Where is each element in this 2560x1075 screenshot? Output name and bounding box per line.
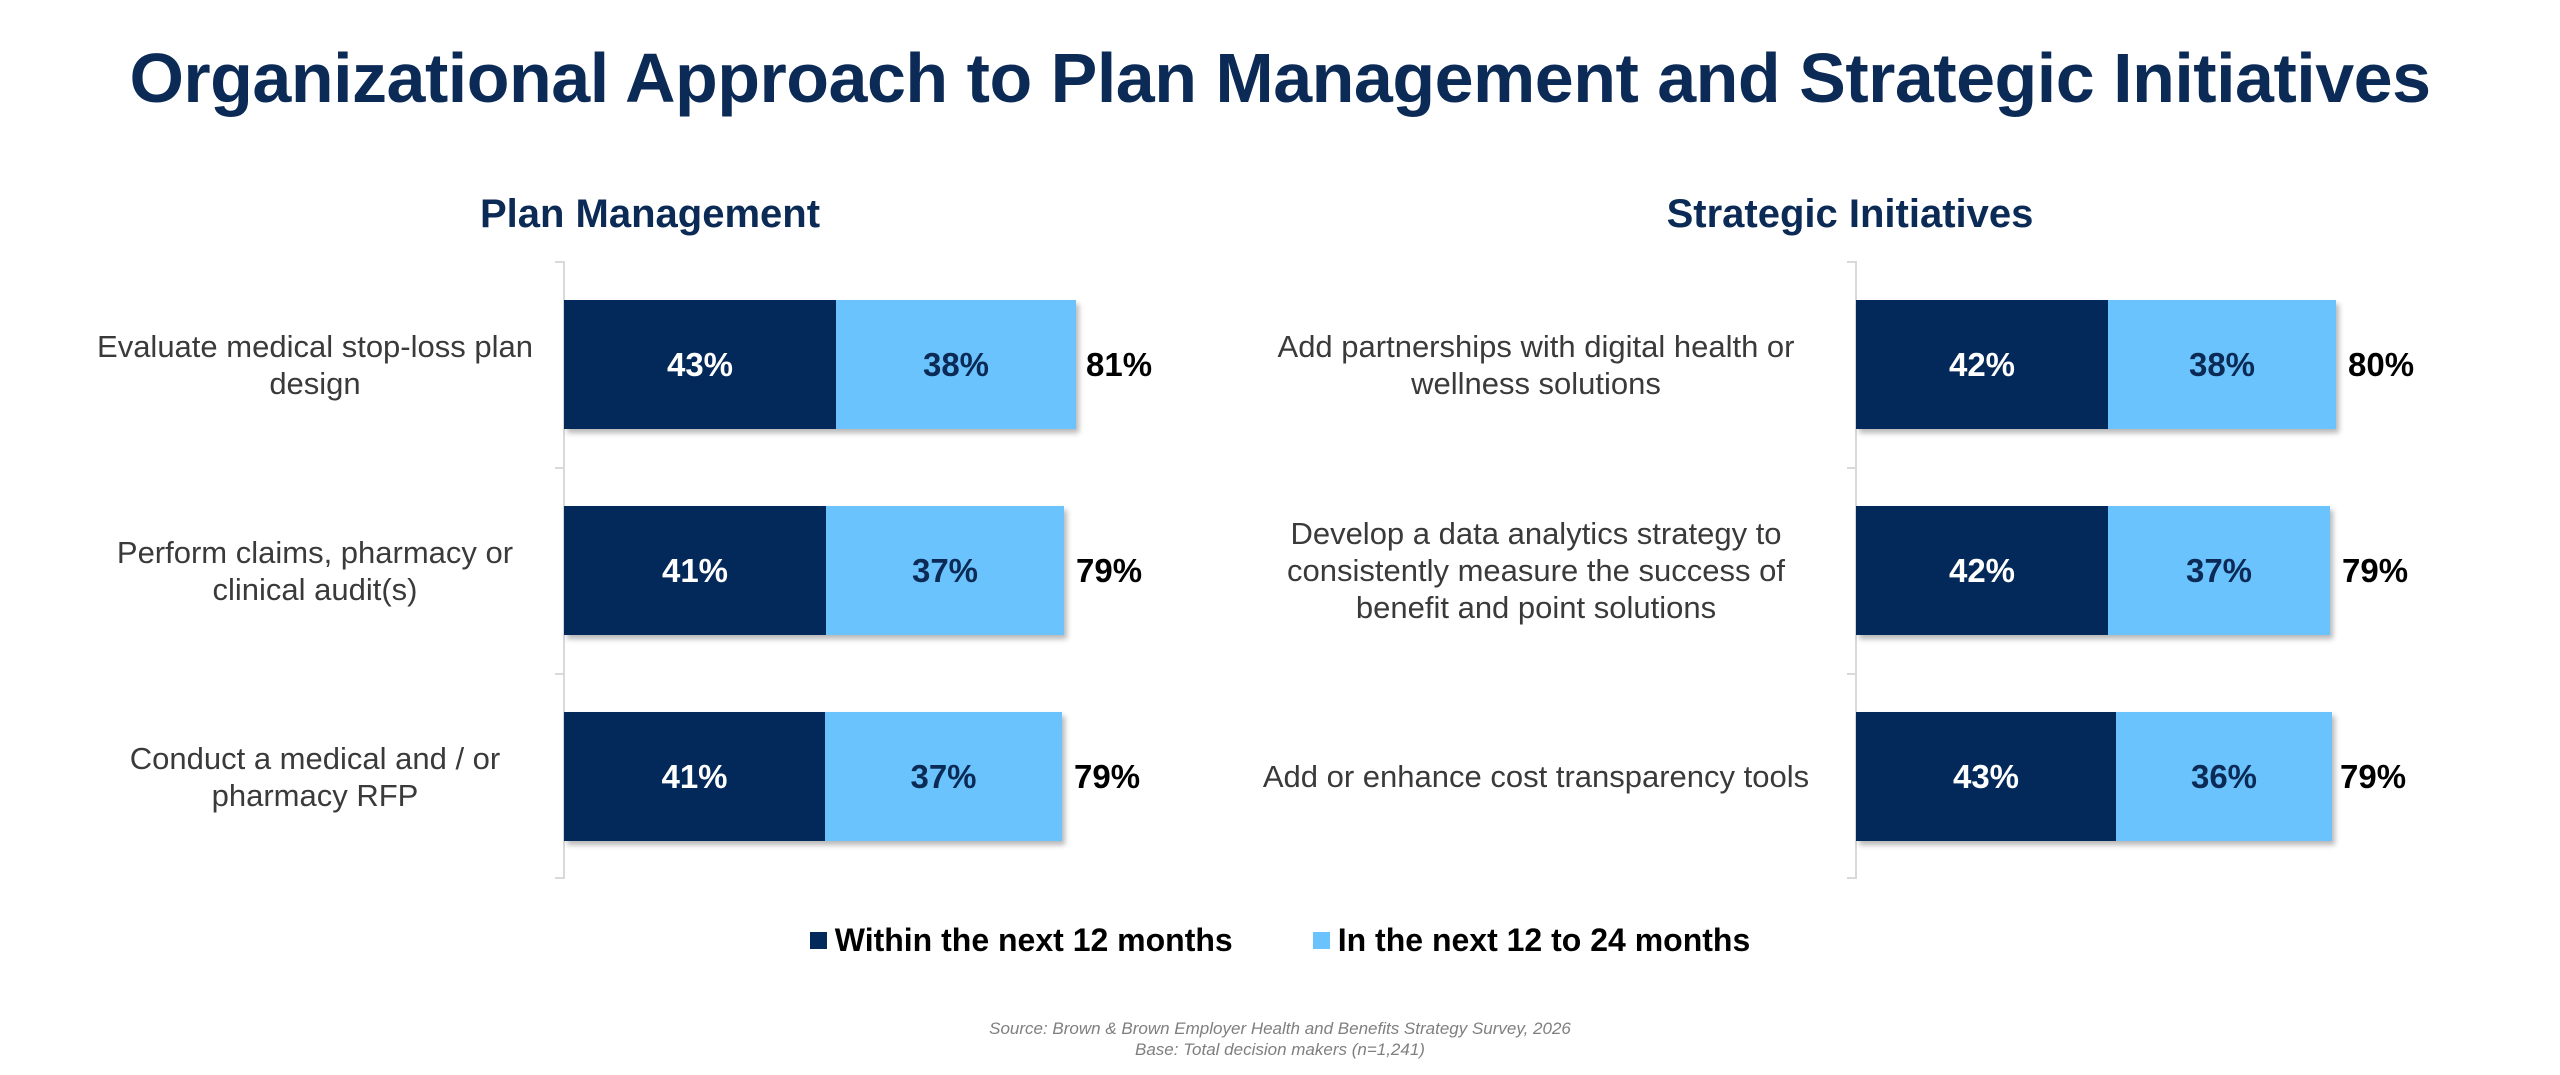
bar-segment-within-12: 42% bbox=[1856, 300, 2108, 429]
page-title: Organizational Approach to Plan Manageme… bbox=[129, 39, 2431, 117]
bar-segment-12-to-24: 37% bbox=[825, 712, 1062, 841]
bar-segment-within-12: 41% bbox=[564, 712, 825, 841]
legend-item-within-12: Within the next 12 months bbox=[809, 922, 1233, 959]
bar-segment-12-to-24: 37% bbox=[826, 506, 1064, 635]
bar-total: 80% bbox=[2348, 345, 2415, 383]
row-label: Evaluate medical stop-loss plan design bbox=[97, 328, 533, 401]
legend: Within the next 12 months In the next 12… bbox=[0, 922, 2560, 959]
axis-tick bbox=[555, 673, 565, 675]
source-line: Source: Brown & Brown Employer Health an… bbox=[989, 1019, 1571, 1038]
legend-swatch-dark-icon bbox=[809, 932, 827, 949]
row-label: Perform claims, pharmacy or clinical aud… bbox=[116, 534, 514, 607]
stacked-bar: 43% 36% bbox=[1856, 712, 2332, 841]
axis-tick bbox=[555, 467, 565, 469]
stacked-bar: 43% 38% bbox=[564, 300, 1076, 429]
stacked-bar: 41% 37% bbox=[564, 506, 1064, 635]
bar-segment-within-12: 42% bbox=[1856, 506, 2108, 635]
row-label: Develop a data analytics strategy to con… bbox=[1236, 506, 1836, 635]
bar-total: 81% bbox=[1086, 345, 1153, 383]
axis-tick bbox=[1847, 877, 1857, 879]
bar-segment-12-to-24: 37% bbox=[2108, 506, 2330, 635]
base-line: Base: Total decision makers (n=1,241) bbox=[1135, 1040, 1425, 1059]
bar-total: 79% bbox=[1074, 757, 1141, 795]
stacked-bar: 42% 38% bbox=[1856, 300, 2336, 429]
row-label: Add or enhance cost transparency tools bbox=[1236, 712, 1836, 841]
axis-tick bbox=[1847, 261, 1857, 263]
row-label: Add partnerships with digital health or … bbox=[1236, 300, 1836, 429]
axis-tick bbox=[555, 261, 565, 263]
legend-label: Within the next 12 months bbox=[834, 922, 1233, 958]
chart-title-plan-management: Plan Management bbox=[479, 192, 821, 236]
legend-swatch-light-icon bbox=[1312, 932, 1330, 949]
bar-total: 79% bbox=[2340, 757, 2407, 795]
bar-segment-within-12: 43% bbox=[564, 300, 836, 429]
bar-segment-12-to-24: 38% bbox=[2108, 300, 2336, 429]
stacked-bar: 41% 37% bbox=[564, 712, 1062, 841]
bar-total: 79% bbox=[1076, 551, 1143, 589]
bar-segment-12-to-24: 38% bbox=[836, 300, 1076, 429]
bar-total: 79% bbox=[2342, 551, 2409, 589]
legend-item-12-to-24: In the next 12 to 24 months bbox=[1312, 922, 1751, 959]
row-label: Conduct a medical and / or pharmacy RFP bbox=[129, 740, 501, 813]
chart-title-strategic-initiatives: Strategic Initiatives bbox=[1666, 192, 2034, 236]
axis-tick bbox=[1847, 673, 1857, 675]
bar-segment-within-12: 43% bbox=[1856, 712, 2116, 841]
axis-tick bbox=[555, 877, 565, 879]
bar-segment-12-to-24: 36% bbox=[2116, 712, 2332, 841]
row-label-text: Add or enhance cost transparency tools bbox=[1262, 759, 1810, 794]
row-label-text: Develop a data analytics strategy to con… bbox=[1287, 516, 1785, 625]
bar-segment-within-12: 41% bbox=[564, 506, 826, 635]
stacked-bar: 42% 37% bbox=[1856, 506, 2330, 635]
legend-label: In the next 12 to 24 months bbox=[1337, 922, 1751, 958]
axis-tick bbox=[1847, 467, 1857, 469]
row-label-text: Add partnerships with digital health or … bbox=[1277, 328, 1795, 401]
source-note: Source: Brown & Brown Employer Health an… bbox=[0, 1018, 2560, 1060]
